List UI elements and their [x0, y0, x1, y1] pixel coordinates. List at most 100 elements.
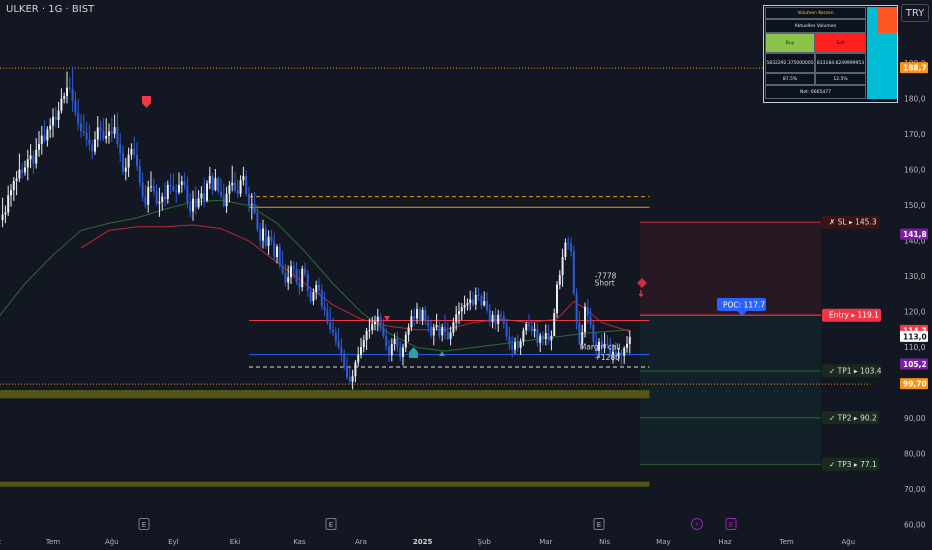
- candle-body: [262, 228, 264, 241]
- candle-body: [26, 159, 29, 168]
- candle-body: [133, 149, 136, 155]
- candle-body: [208, 176, 211, 184]
- x-axis-tick: Eyl: [168, 538, 179, 546]
- candle-body: [393, 338, 396, 344]
- trade-label-box-5: [822, 457, 879, 471]
- candle-body: [528, 324, 530, 327]
- candle-body: [192, 198, 194, 212]
- candle-body: [217, 178, 220, 192]
- candle-body: [66, 87, 68, 97]
- candle-body: [410, 316, 413, 328]
- candle-body: [382, 325, 385, 337]
- candle-body: [326, 310, 329, 323]
- x-axis-tick: Haz: [0, 538, 1, 546]
- earnings-event-marker[interactable]: [138, 518, 150, 530]
- y-axis-tick: 180,0: [904, 95, 926, 104]
- candle-body: [110, 131, 113, 134]
- volume-bar-3: [887, 7, 897, 99]
- candle-body: [561, 256, 564, 276]
- candle-body: [4, 212, 7, 215]
- buy-label: Buy: [765, 33, 815, 53]
- candle-body: [273, 241, 276, 257]
- candle-body: [52, 116, 54, 126]
- y-axis-tick: 140,0: [904, 237, 926, 246]
- candle-body: [164, 196, 166, 200]
- candle-body: [197, 198, 200, 208]
- candle-body: [435, 325, 438, 328]
- candle-body: [211, 176, 214, 190]
- candle-body: [533, 329, 536, 332]
- candle-body: [102, 130, 105, 139]
- candle-body: [256, 212, 259, 230]
- candle-body: [477, 294, 480, 297]
- candle-body: [295, 268, 298, 283]
- candle-body: [430, 326, 432, 336]
- candle-body: [141, 182, 144, 197]
- candle-body: [581, 332, 584, 344]
- earnings-event-marker[interactable]: [325, 518, 337, 530]
- candle-body: [312, 292, 315, 301]
- candle-body: [82, 130, 85, 133]
- poc-pointer: [737, 311, 747, 316]
- earnings-event-marker[interactable]: [725, 518, 737, 530]
- candle-body: [225, 193, 228, 207]
- candle-body: [427, 321, 430, 327]
- support-zone-1: [0, 390, 650, 399]
- candle-body: [480, 296, 483, 306]
- trade-label-box-4: [822, 411, 879, 425]
- candle-body: [416, 309, 418, 319]
- candle-body: [407, 327, 410, 335]
- sell-signal-marker: [142, 96, 151, 108]
- y-axis-tick: 160,0: [904, 166, 926, 175]
- trade-label-box-1: [822, 215, 879, 229]
- currency-button[interactable]: TRY: [901, 4, 929, 22]
- candle-body: [592, 324, 595, 343]
- price-label-box-6: [900, 378, 928, 390]
- support-zone-2: [0, 481, 650, 487]
- candle-body: [150, 186, 152, 188]
- candle-body: [29, 155, 32, 160]
- candle-body: [119, 144, 122, 154]
- candle-body: [116, 127, 119, 145]
- candle-body: [519, 341, 522, 348]
- candle-body: [463, 305, 466, 308]
- candle-body: [365, 330, 368, 341]
- y-axis-tick: 90,00: [904, 414, 926, 423]
- candle-body: [323, 306, 326, 311]
- x-axis-tick: May: [656, 538, 670, 546]
- candle-body: [598, 341, 600, 351]
- earnings-event-marker[interactable]: [593, 518, 605, 530]
- candle-body: [432, 327, 435, 336]
- poc-label-box: [717, 298, 766, 311]
- candle-body: [348, 376, 351, 382]
- candle-body: [85, 132, 88, 140]
- buy-volume: 5832292.375000005: [765, 53, 815, 73]
- candle-body: [270, 236, 273, 241]
- sell-arrow-marker: [384, 316, 390, 321]
- candle-body: [556, 284, 558, 314]
- candle-body: [466, 303, 469, 306]
- candle-body: [609, 345, 612, 355]
- annotation-label: +1280: [595, 353, 621, 362]
- candle-body: [147, 187, 150, 205]
- earnings-event-label: E: [142, 521, 146, 529]
- buy-signal-marker: [409, 347, 418, 358]
- x-axis-tick: Tem: [778, 538, 793, 546]
- x-axis-tick: 2025: [413, 538, 433, 546]
- candle-body: [284, 272, 287, 283]
- candle-body: [500, 314, 502, 317]
- candle-body: [46, 129, 49, 141]
- candle-body: [206, 183, 208, 201]
- candle-body: [278, 246, 281, 266]
- dividend-event-marker[interactable]: [691, 518, 703, 530]
- candle-body: [438, 325, 441, 336]
- x-axis-tick: Ara: [355, 538, 367, 546]
- candle-body: [346, 367, 348, 377]
- candle-body: [488, 309, 491, 322]
- short-signal-marker: [637, 278, 647, 288]
- candle-body: [276, 246, 278, 257]
- candle-body: [169, 184, 172, 186]
- volume-bar-2-top: [877, 7, 887, 33]
- y-axis-tick: 170,0: [904, 130, 926, 139]
